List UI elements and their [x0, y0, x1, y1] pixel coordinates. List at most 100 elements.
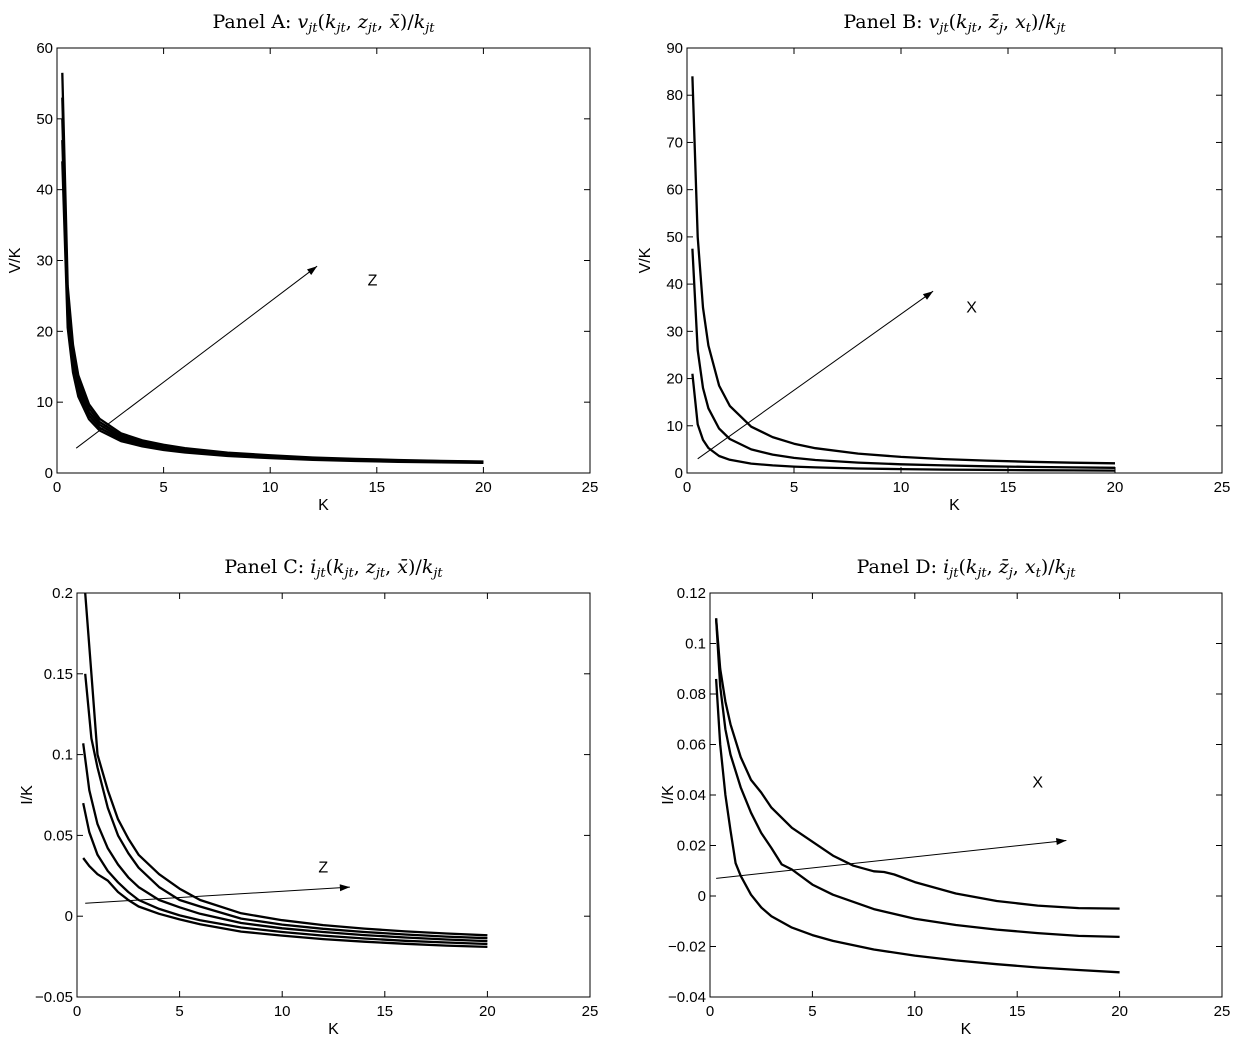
x-tick-label: 25: [582, 1003, 599, 1020]
y-tick-label: −0.04: [668, 989, 706, 1006]
x-tick-label: 10: [274, 1003, 291, 1020]
x-tick-label: 10: [893, 479, 910, 496]
x-axis-label: K: [328, 1021, 339, 1038]
y-tick-label: 0.1: [685, 636, 706, 653]
y-tick-label: 80: [666, 87, 683, 104]
x-tick-label: 0: [73, 1003, 81, 1020]
y-tick-label: 0.04: [677, 787, 706, 804]
y-axis-label: I/K: [660, 785, 677, 805]
y-axis-label: V/K: [7, 247, 24, 273]
x-tick-label: 20: [479, 1003, 496, 1020]
x-tick-label: 20: [1111, 1003, 1128, 1020]
plot-frame: [56, 47, 591, 474]
y-tick-label: 40: [36, 182, 53, 199]
y-tick-label: 50: [666, 229, 683, 246]
series-line-3: [691, 76, 1116, 465]
x-tick-label: 15: [1009, 1003, 1026, 1020]
plot-frame: [76, 592, 591, 998]
panel-title: Panel A: vjt​(kjt​, zjt​, x̄)/kjt​: [212, 11, 435, 36]
x-tick-label: 0: [53, 479, 61, 496]
series-line-5: [61, 72, 484, 463]
direction-label: X: [1032, 774, 1043, 791]
x-tick-label: 15: [1000, 479, 1017, 496]
y-tick-label: 0.02: [677, 838, 706, 855]
x-tick-label: 5: [808, 1003, 816, 1020]
y-tick-label: 10: [666, 418, 683, 435]
x-tick-label: 20: [1107, 479, 1124, 496]
series-line-2: [691, 248, 1116, 469]
y-tick-label: 20: [666, 371, 683, 388]
direction-label: X: [966, 299, 977, 316]
x-axis-label: K: [318, 497, 329, 514]
y-tick-label: 90: [666, 40, 683, 57]
x-tick-label: 5: [175, 1003, 183, 1020]
arrow-head: [922, 291, 934, 300]
y-tick-label: 30: [36, 253, 53, 270]
x-tick-label: 5: [159, 479, 167, 496]
x-tick-label: 20: [475, 479, 492, 496]
x-axis-label: K: [949, 497, 960, 514]
arrow-head: [1056, 838, 1067, 845]
x-tick-label: 15: [368, 479, 385, 496]
y-tick-label: 0: [65, 908, 73, 925]
y-tick-label: 0.08: [677, 686, 706, 703]
x-tick-label: 0: [683, 479, 691, 496]
panel-title: Panel D: ijt​(kjt​, z̄j​, xt​)/kjt​: [857, 556, 1077, 581]
direction-arrow: [716, 839, 1067, 879]
y-tick-label: −0.05: [35, 989, 73, 1006]
x-tick-label: 0: [706, 1003, 714, 1020]
x-tick-label: 5: [790, 479, 798, 496]
y-axis-label: I/K: [19, 785, 36, 805]
series-line-1: [691, 373, 1116, 472]
series-line-1: [61, 161, 484, 465]
y-tick-label: 40: [666, 276, 683, 293]
x-tick-label: 25: [1214, 1003, 1231, 1020]
y-tick-label: 0.15: [44, 666, 73, 683]
x-tick-label: 25: [1214, 479, 1231, 496]
x-tick-label: 15: [376, 1003, 393, 1020]
panel-a: Panel A: vjt​(kjt​, zjt​, x̄)/kjt​ 0 5 10 15…: [7, 11, 598, 514]
series-line-1: [82, 857, 488, 949]
direction-label: Z: [318, 860, 328, 877]
y-tick-label: 20: [36, 323, 53, 340]
y-tick-label: 70: [666, 134, 683, 151]
series-line-2: [714, 618, 1120, 939]
direction-arrow: [75, 265, 318, 449]
x-tick-label: 10: [906, 1003, 923, 1020]
y-tick-label: −0.02: [668, 939, 706, 956]
y-tick-label: 10: [36, 394, 53, 411]
plot-frame: [686, 47, 1223, 474]
y-axis-label: V/K: [637, 247, 654, 273]
series-line-2: [61, 140, 484, 464]
y-tick-label: 30: [666, 323, 683, 340]
y-tick-label: 60: [36, 40, 53, 57]
y-tick-label: 0: [675, 465, 683, 482]
direction-label: Z: [368, 272, 378, 289]
y-tick-label: 0: [698, 888, 706, 905]
arrow-head: [339, 884, 350, 892]
panel-title: Panel B: vjt​(kjt​, z̄j​, xt​)/kjt​: [843, 11, 1066, 36]
x-tick-label: 10: [262, 479, 279, 496]
y-tick-label: 0.05: [44, 827, 73, 844]
direction-arrow: [697, 290, 934, 460]
y-tick-label: 50: [36, 111, 53, 128]
series-line-3: [714, 618, 1120, 910]
series-line-1: [714, 678, 1120, 974]
panel-title: Panel C: ijt​(kjt​, zjt​, x̄)/kjt​: [224, 556, 443, 581]
x-tick-label: 25: [582, 479, 599, 496]
direction-arrow: [85, 886, 350, 904]
y-tick-label: 0.1: [52, 747, 73, 764]
arrow-head: [307, 266, 318, 275]
panel-b: Panel B: vjt​(kjt​, z̄j​, xt​)/kjt​ 0 5 10 1…: [637, 11, 1230, 514]
y-tick-label: 0.12: [677, 585, 706, 602]
y-tick-label: 0.2: [52, 585, 73, 602]
series-line-2: [82, 802, 488, 946]
x-axis-label: K: [961, 1021, 972, 1038]
series-line-4: [61, 97, 484, 463]
panel-d: Panel D: ijt​(kjt​, z̄j​, xt​)/kjt​ 0 5 10 1…: [660, 556, 1230, 1038]
y-tick-label: 60: [666, 182, 683, 199]
panel-c: Panel C: ijt​(kjt​, zjt​, x̄)/kjt​ 0 5 10 15…: [19, 556, 598, 1038]
y-tick-label: 0: [45, 465, 53, 482]
series-line-5: [84, 592, 488, 937]
